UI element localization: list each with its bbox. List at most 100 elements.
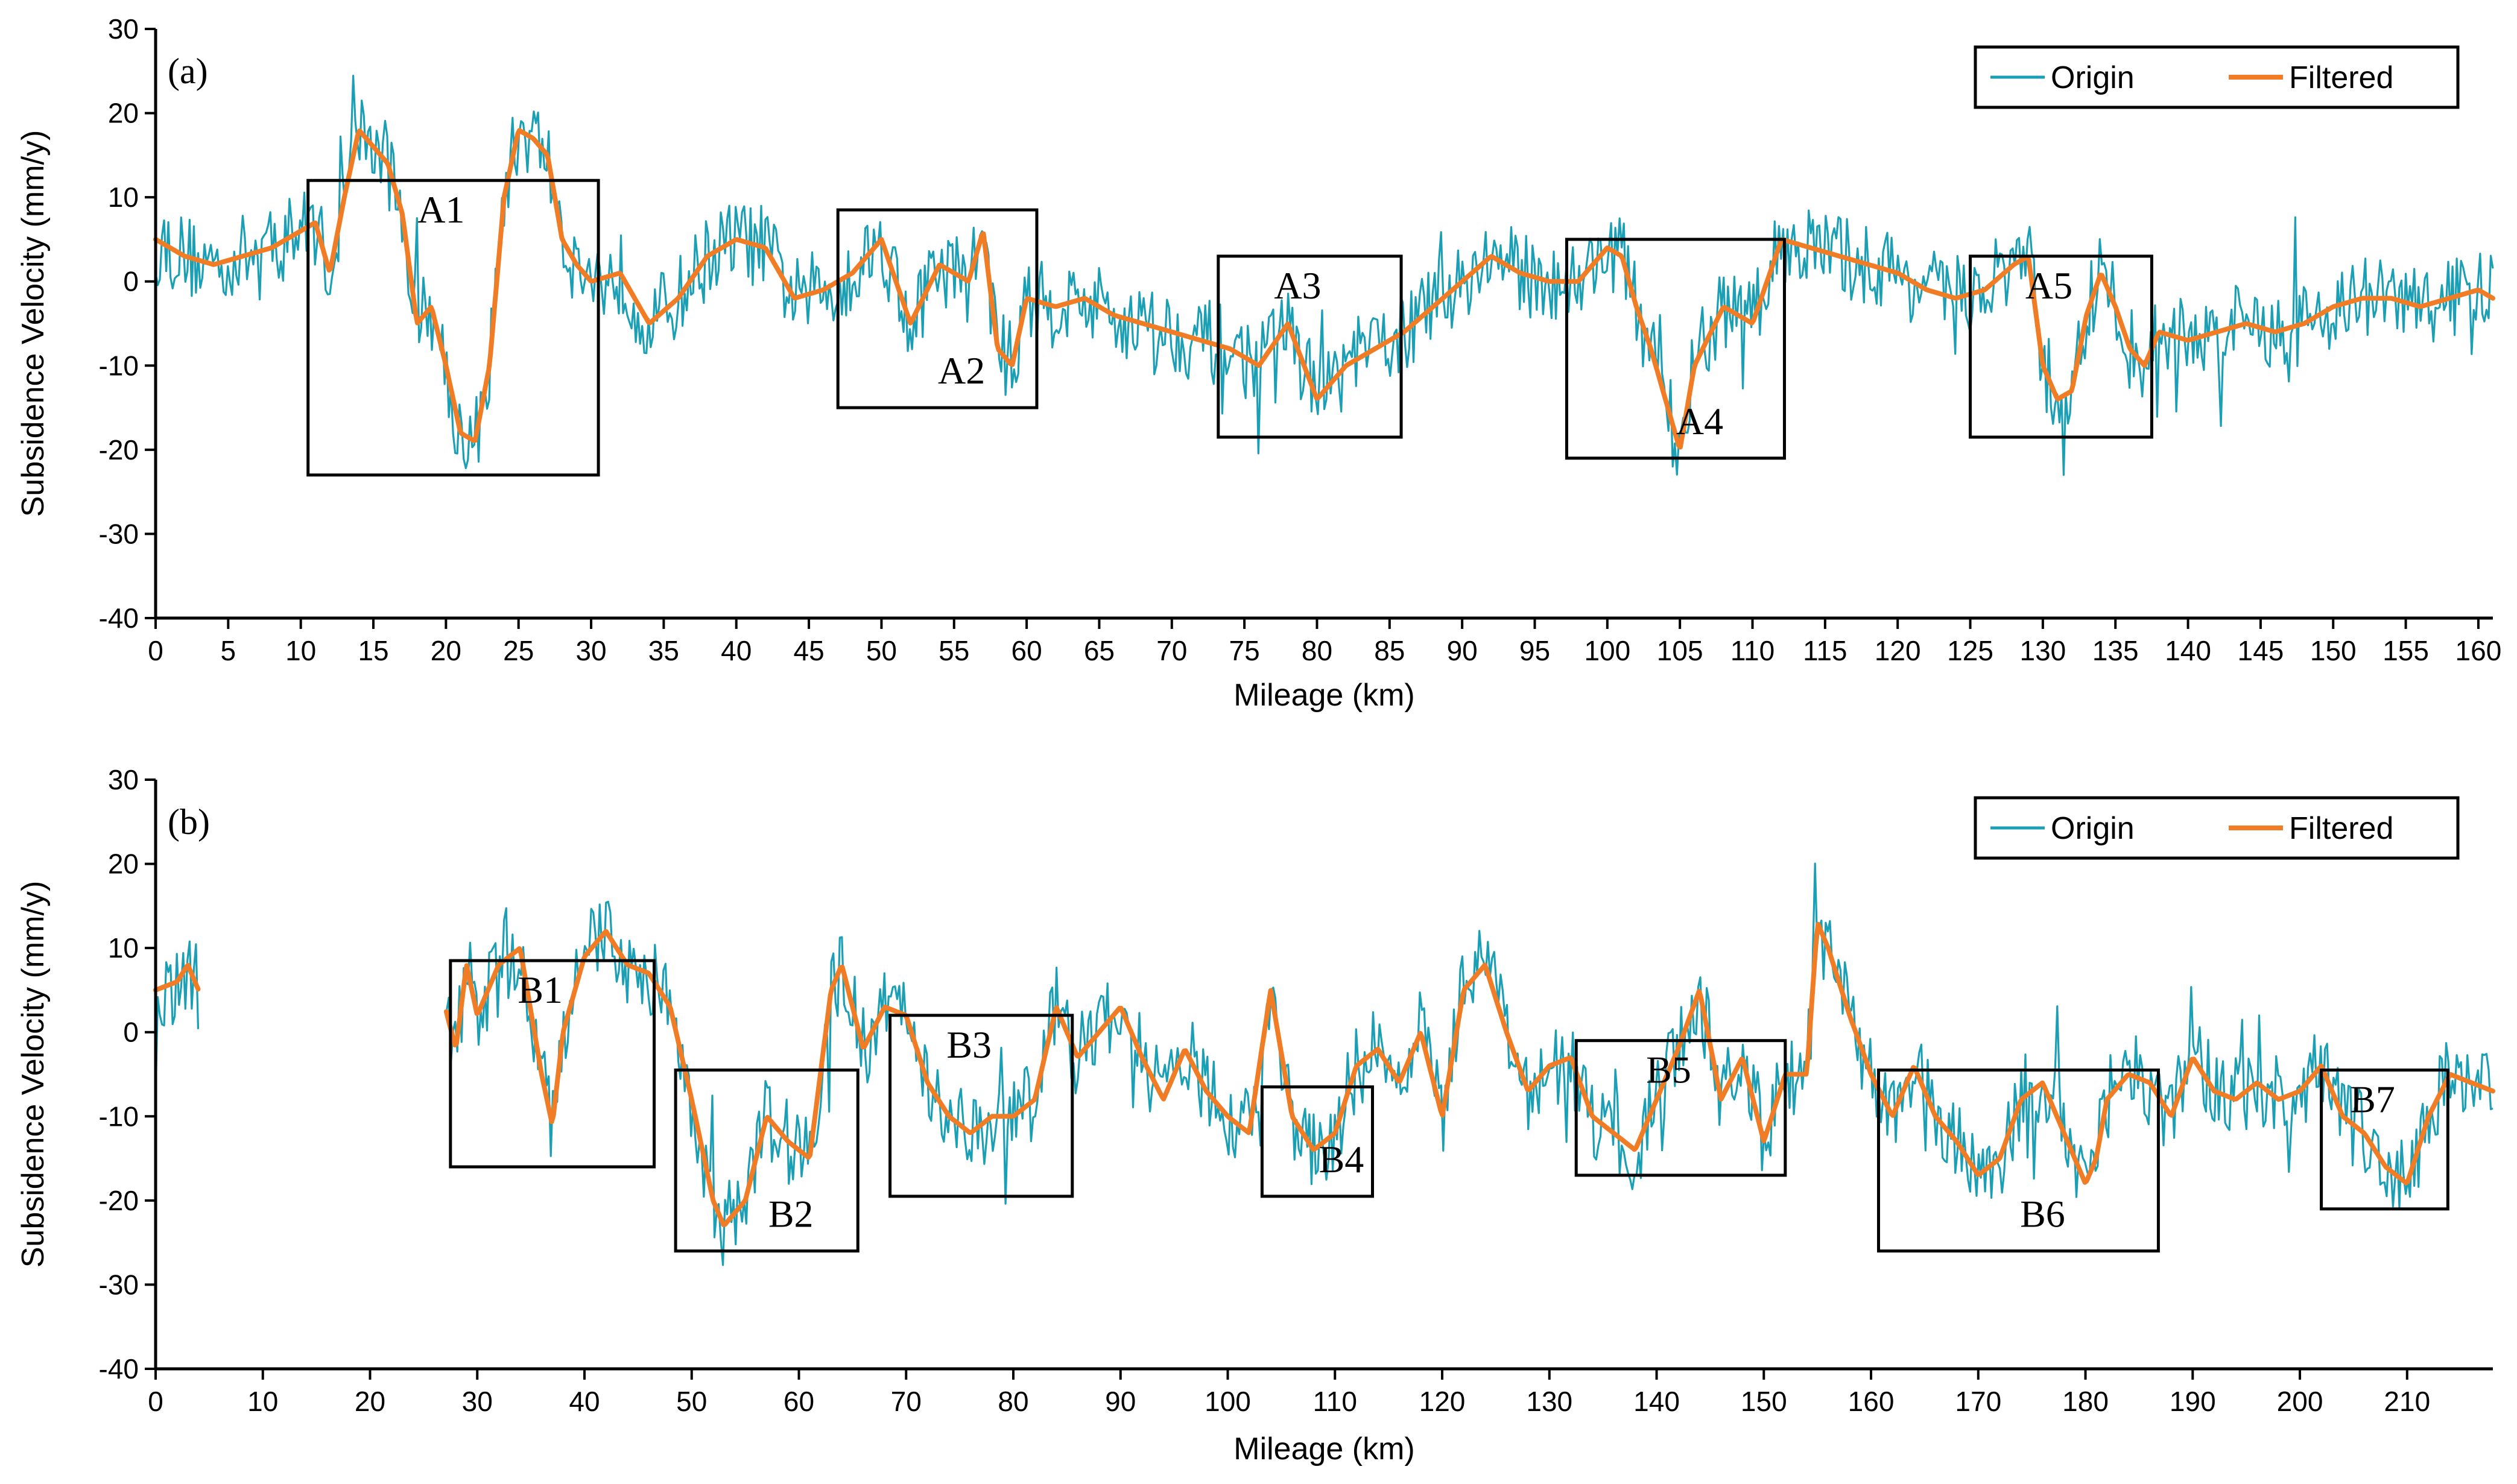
x-tick-label: 120 bbox=[1875, 635, 1921, 666]
x-tick-label: 70 bbox=[1156, 635, 1187, 666]
x-tick-label: 85 bbox=[1374, 635, 1405, 666]
region-label: B4 bbox=[1319, 1138, 1364, 1181]
legend-box bbox=[1974, 45, 2460, 109]
x-tick-label: 150 bbox=[2310, 635, 2357, 666]
region-box-a5 bbox=[1969, 254, 2153, 439]
y-tick-label: 30 bbox=[108, 13, 139, 45]
region-label: B1 bbox=[518, 968, 563, 1011]
x-tick-label: 110 bbox=[1313, 1386, 1357, 1417]
y-tick-label: -30 bbox=[99, 1269, 139, 1300]
x-tick-label: 115 bbox=[1803, 635, 1847, 666]
y-tick-label: 30 bbox=[108, 764, 139, 795]
y-tick-label: -30 bbox=[99, 518, 139, 549]
region-box-b6 bbox=[1876, 1069, 2160, 1253]
x-tick-label: 170 bbox=[1955, 1386, 2001, 1417]
x-tick-label: 100 bbox=[1205, 1386, 1251, 1417]
filtered-series-line bbox=[153, 962, 201, 993]
region-label: A4 bbox=[1676, 400, 1723, 443]
x-tick-label: 140 bbox=[2165, 635, 2211, 666]
x-tick-label: 80 bbox=[998, 1386, 1028, 1417]
x-tick-label: 10 bbox=[285, 635, 316, 666]
region-box-b5 bbox=[1574, 1039, 1787, 1177]
x-tick-label: 10 bbox=[247, 1386, 278, 1417]
x-tick-label: 60 bbox=[784, 1386, 814, 1417]
region-label: B6 bbox=[2020, 1193, 2065, 1236]
y-tick-label: -10 bbox=[99, 1100, 139, 1132]
region-label: A5 bbox=[2025, 264, 2072, 307]
region-box-b2 bbox=[674, 1069, 860, 1253]
x-tick-label: 120 bbox=[1419, 1386, 1466, 1417]
region-box-b7 bbox=[2320, 1069, 2449, 1211]
x-tick-label: 15 bbox=[358, 635, 388, 666]
x-tick-label: 30 bbox=[462, 1386, 493, 1417]
y-tick-label: 20 bbox=[108, 848, 139, 880]
x-tick-label: 200 bbox=[2277, 1386, 2323, 1417]
y-tick-label: 0 bbox=[123, 1017, 139, 1048]
x-tick-label: 90 bbox=[1447, 635, 1478, 666]
y-tick-label: 10 bbox=[108, 932, 139, 964]
x-tick-label: 90 bbox=[1105, 1386, 1136, 1417]
x-tick-label: 0 bbox=[148, 635, 163, 666]
y-axis-title: Subsidence Velocity (mm/y) bbox=[16, 130, 51, 517]
x-axis-title: Mileage (km) bbox=[1233, 1432, 1415, 1467]
x-tick-label: 80 bbox=[1302, 635, 1332, 666]
y-axis-title: Subsidence Velocity (mm/y) bbox=[16, 881, 51, 1268]
x-tick-label: 55 bbox=[939, 635, 969, 666]
y-tick-label: 20 bbox=[108, 98, 139, 129]
x-axis-title: Mileage (km) bbox=[1233, 678, 1415, 713]
x-tick-label: 110 bbox=[1730, 635, 1775, 666]
region-box-a1 bbox=[306, 178, 600, 477]
legend-box bbox=[1974, 796, 2460, 860]
x-tick-label: 100 bbox=[1584, 635, 1630, 666]
legend-origin-label: Origin bbox=[2051, 60, 2135, 95]
x-tick-label: 130 bbox=[1526, 1386, 1572, 1417]
origin-series-line bbox=[154, 74, 2494, 476]
y-tick-label: 0 bbox=[123, 266, 139, 297]
x-tick-label: 70 bbox=[891, 1386, 922, 1417]
x-tick-label: 190 bbox=[2170, 1386, 2216, 1417]
x-tick-label: 140 bbox=[1633, 1386, 1680, 1417]
x-tick-label: 50 bbox=[676, 1386, 707, 1417]
filtered-series-line bbox=[443, 921, 2495, 1227]
legend-filtered-label: Filtered bbox=[2289, 811, 2393, 846]
y-tick-label: -40 bbox=[99, 1353, 139, 1385]
x-tick-label: 20 bbox=[431, 635, 461, 666]
x-tick-label: 30 bbox=[575, 635, 606, 666]
x-tick-label: 210 bbox=[2384, 1386, 2430, 1417]
y-tick-label: -40 bbox=[99, 602, 139, 634]
y-tick-label: -20 bbox=[99, 1185, 139, 1216]
region-box-a4 bbox=[1565, 238, 1786, 460]
region-label: B7 bbox=[2350, 1078, 2395, 1121]
panel-label: (a) bbox=[168, 51, 208, 91]
x-tick-label: 35 bbox=[648, 635, 679, 666]
region-label: B2 bbox=[768, 1193, 814, 1236]
x-tick-label: 75 bbox=[1229, 635, 1260, 666]
x-tick-label: 60 bbox=[1012, 635, 1042, 666]
region-label: B3 bbox=[946, 1023, 992, 1066]
legend-origin-label: Origin bbox=[2051, 811, 2135, 846]
x-tick-label: 135 bbox=[2092, 635, 2139, 666]
region-label: A1 bbox=[417, 188, 464, 231]
x-tick-label: 150 bbox=[1741, 1386, 1787, 1417]
x-tick-label: 125 bbox=[1947, 635, 1993, 666]
x-tick-label: 145 bbox=[2238, 635, 2284, 666]
region-box-b1 bbox=[449, 959, 656, 1169]
filtered-series-line bbox=[153, 128, 2495, 450]
x-tick-label: 65 bbox=[1084, 635, 1115, 666]
x-tick-label: 40 bbox=[569, 1386, 600, 1417]
y-tick-label: -10 bbox=[99, 350, 139, 381]
panel-label: (b) bbox=[168, 802, 210, 842]
x-tick-label: 0 bbox=[148, 1386, 163, 1417]
x-tick-label: 160 bbox=[1848, 1386, 1895, 1417]
x-tick-label: 95 bbox=[1519, 635, 1550, 666]
x-tick-label: 180 bbox=[2062, 1386, 2109, 1417]
x-tick-label: 5 bbox=[221, 635, 236, 666]
legend-filtered-label: Filtered bbox=[2289, 60, 2393, 95]
x-tick-label: 20 bbox=[355, 1386, 385, 1417]
x-tick-label: 105 bbox=[1657, 635, 1703, 666]
origin-series-line bbox=[446, 862, 2493, 1266]
x-tick-label: 155 bbox=[2382, 635, 2429, 666]
x-tick-label: 50 bbox=[866, 635, 897, 666]
y-tick-label: 10 bbox=[108, 182, 139, 213]
